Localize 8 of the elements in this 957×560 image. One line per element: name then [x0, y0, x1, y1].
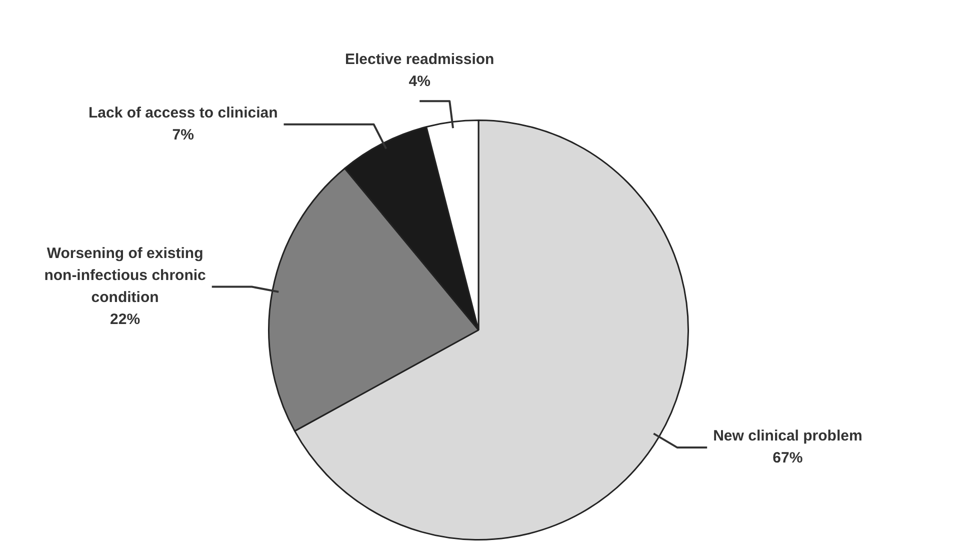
data-label: 7% [172, 126, 194, 144]
slice-label: Worsening of existing non-infectious chronic condition [44, 244, 206, 306]
data-label: 4% [408, 73, 430, 90]
slice-label: Lack of access to clinician [88, 104, 278, 122]
data-label: 22% [110, 310, 140, 328]
slice-label: Elective readmission [344, 51, 494, 68]
data-label: 67% [772, 450, 803, 467]
slice-label: New clinical problem [713, 428, 862, 445]
